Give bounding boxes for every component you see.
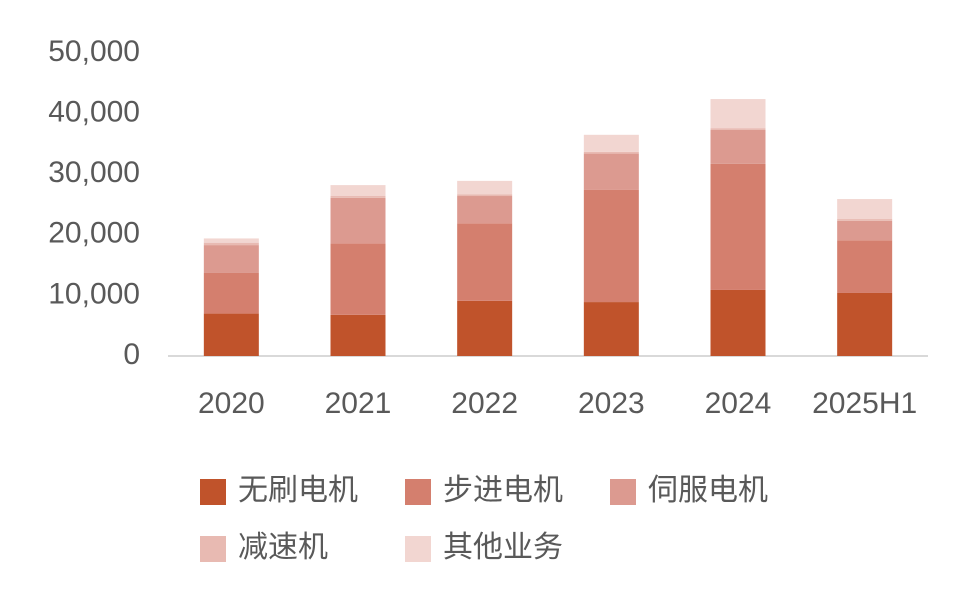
- legend-label: 伺服电机: [648, 474, 768, 507]
- bar-segment: [203, 242, 259, 246]
- bar-segment: [457, 180, 513, 195]
- legend-swatch: [405, 536, 431, 562]
- y-tick-label: 50,000: [48, 35, 140, 68]
- bar-segment: [330, 185, 386, 197]
- x-tick-label: 2024: [705, 387, 772, 420]
- bar-segment: [583, 153, 639, 190]
- x-tick-label: 2020: [198, 387, 265, 420]
- bar-segment: [203, 245, 259, 273]
- bar-segment: [457, 300, 513, 356]
- bar-segment: [710, 99, 766, 129]
- legend-label: 步进电机: [443, 474, 563, 507]
- legend-label: 其他业务: [443, 531, 563, 564]
- bar-segment: [710, 129, 766, 164]
- bar-segment: [837, 219, 893, 221]
- y-tick-label: 40,000: [48, 96, 140, 129]
- x-tick-label: 2023: [578, 387, 645, 420]
- bar-segment: [837, 292, 893, 356]
- bar-segment: [457, 194, 513, 197]
- legend-swatch: [200, 479, 226, 505]
- legend-swatch: [610, 479, 636, 505]
- bar-segment: [203, 238, 259, 243]
- y-tick-label: 0: [123, 338, 140, 371]
- x-tick-label: 2022: [451, 387, 518, 420]
- legend-label: 无刷电机: [238, 474, 358, 507]
- legend-label: 减速机: [238, 531, 328, 564]
- bar-segment: [330, 314, 386, 356]
- bar-segment: [457, 223, 513, 301]
- bar-segment: [583, 134, 639, 152]
- bar-segment: [837, 240, 893, 293]
- y-tick-label: 30,000: [48, 156, 140, 189]
- legend-swatch: [200, 536, 226, 562]
- bar-segment: [837, 220, 893, 241]
- x-tick-label: 2021: [325, 387, 392, 420]
- bar-segment: [330, 197, 386, 244]
- bar-segment: [837, 199, 893, 220]
- x-tick-label: 2025H1: [812, 387, 917, 420]
- bar-segment: [710, 289, 766, 356]
- bar-segment: [583, 302, 639, 356]
- y-tick-label: 20,000: [48, 217, 140, 250]
- bar-segment: [330, 243, 386, 315]
- bar-segment: [330, 196, 386, 198]
- bar-segment: [583, 151, 639, 154]
- y-tick-label: 10,000: [48, 277, 140, 310]
- legend-swatch: [405, 479, 431, 505]
- bar-segment: [583, 189, 639, 303]
- bar-segment: [203, 313, 259, 356]
- bar-segment: [710, 163, 766, 290]
- bar-segment: [710, 128, 766, 130]
- bar-segment: [203, 272, 259, 314]
- bar-segment: [457, 196, 513, 224]
